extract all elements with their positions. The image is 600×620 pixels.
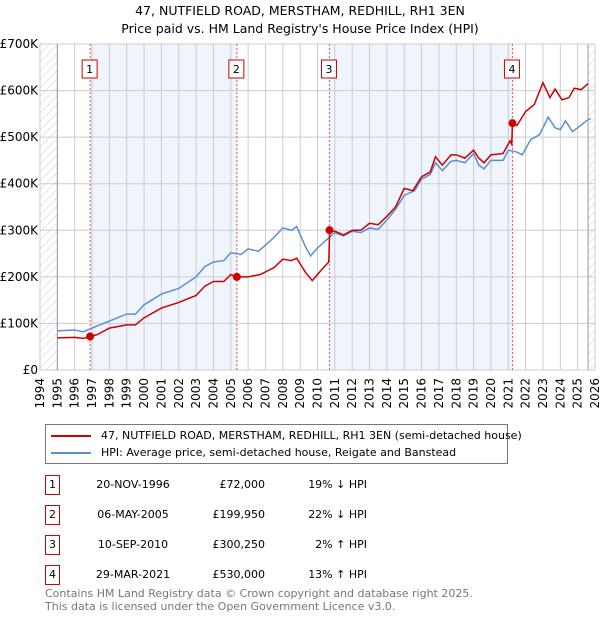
sale-number-badge: 4 bbox=[45, 565, 60, 585]
y-tick-label: £400K bbox=[0, 177, 39, 191]
sale-label: 4 bbox=[508, 63, 515, 76]
x-tick-label: 2005 bbox=[224, 378, 238, 409]
sale-number-badge: 2 bbox=[45, 505, 60, 525]
sale-date: 20-NOV-1996 bbox=[96, 478, 170, 491]
x-tick-label: 2026 bbox=[588, 378, 600, 409]
sale-price: £199,950 bbox=[212, 508, 266, 521]
sale-label-box bbox=[320, 59, 337, 79]
sale-hpi-diff: 22% ↓ HPI bbox=[308, 508, 367, 521]
x-tick-label: 2011 bbox=[328, 378, 342, 409]
sale-point bbox=[232, 272, 241, 281]
footer-line: This data is licensed under the Open Gov… bbox=[45, 600, 396, 613]
sale-hpi-diff: 2% ↑ HPI bbox=[315, 538, 367, 551]
x-tick-label: 1994 bbox=[33, 378, 47, 409]
sale-label: 3 bbox=[325, 63, 332, 76]
legend-label: 47, NUTFIELD ROAD, MERSTHAM, REDHILL, RH… bbox=[101, 429, 522, 442]
sale-hpi-diff: 13% ↑ HPI bbox=[308, 568, 367, 581]
footer-line: Contains HM Land Registry data © Crown c… bbox=[45, 587, 473, 600]
x-tick-label: 2007 bbox=[258, 378, 272, 409]
hatched-region bbox=[588, 44, 595, 370]
chart-title: 47, NUTFIELD ROAD, MERSTHAM, REDHILL, RH… bbox=[135, 3, 465, 18]
x-tick-label: 2004 bbox=[206, 378, 220, 409]
x-tick-label: 1998 bbox=[102, 378, 116, 409]
x-tick-label: 2014 bbox=[380, 378, 394, 409]
x-tick-label: 2009 bbox=[293, 378, 307, 409]
y-tick-label: £500K bbox=[0, 130, 39, 144]
x-tick-label: 2002 bbox=[172, 378, 186, 409]
y-tick-label: £600K bbox=[0, 84, 39, 98]
x-tick-label: 1999 bbox=[120, 378, 134, 409]
sale-label: 1 bbox=[86, 63, 93, 76]
x-tick-label: 2021 bbox=[501, 378, 515, 409]
x-tick-label: 1996 bbox=[68, 378, 82, 409]
sale-number-badge: 3 bbox=[45, 535, 60, 555]
x-tick-label: 2024 bbox=[553, 378, 567, 409]
sale-date: 10-SEP-2010 bbox=[97, 538, 169, 551]
legend-item-property: 47, NUTFIELD ROAD, MERSTHAM, REDHILL, RH… bbox=[51, 427, 522, 444]
x-tick-label: 2003 bbox=[189, 378, 203, 409]
sale-point bbox=[508, 119, 517, 128]
sale-label-box bbox=[81, 59, 98, 79]
ownership-band bbox=[90, 44, 237, 370]
x-tick-label: 2015 bbox=[397, 378, 411, 409]
x-tick-label: 2017 bbox=[432, 378, 446, 409]
ownership-band bbox=[329, 44, 513, 370]
hpi-line bbox=[57, 115, 592, 333]
legend-label: HPI: Average price, semi-detached house,… bbox=[101, 446, 457, 459]
chart-subtitle: Price paid vs. HM Land Registry's House … bbox=[121, 21, 479, 36]
sale-point bbox=[325, 226, 334, 235]
sale-number-badge: 1 bbox=[45, 475, 60, 495]
x-tick-label: 2006 bbox=[241, 378, 255, 409]
x-tick-label: 2016 bbox=[415, 378, 429, 409]
y-tick-label: £0 bbox=[23, 363, 38, 377]
y-tick-label: £700K bbox=[0, 37, 39, 51]
legend: 47, NUTFIELD ROAD, MERSTHAM, REDHILL, RH… bbox=[45, 424, 522, 464]
plot-area: 1994 1995 1996 1997 1998 1999 2000 2001 2002 2003… bbox=[0, 37, 600, 409]
x-tick-label: 2022 bbox=[519, 378, 533, 409]
x-tick-label: 2019 bbox=[467, 378, 481, 409]
x-tick-label: 2008 bbox=[276, 378, 290, 409]
x-tick-label: 2020 bbox=[484, 378, 498, 409]
x-tick-label: 2025 bbox=[571, 378, 585, 409]
x-tick-label: 2000 bbox=[137, 378, 151, 409]
x-tick-label: 2012 bbox=[345, 378, 359, 409]
sale-point bbox=[86, 332, 95, 341]
legend-swatch-red bbox=[51, 434, 91, 437]
sale-price: £300,250 bbox=[212, 538, 266, 551]
hatched-region bbox=[40, 44, 58, 370]
sale-price: £72,000 bbox=[219, 478, 266, 491]
x-tick-label: 2018 bbox=[449, 378, 463, 409]
legend-item-hpi: HPI: Average price, semi-detached house,… bbox=[51, 444, 456, 461]
sale-hpi-diff: 19% ↓ HPI bbox=[308, 478, 367, 491]
y-tick-label: £200K bbox=[0, 270, 39, 284]
sale-date: 06-MAY-2005 bbox=[97, 508, 169, 521]
legend-swatch-blue bbox=[51, 451, 91, 454]
x-tick-label: 2001 bbox=[154, 378, 168, 409]
sale-label-box bbox=[228, 59, 245, 79]
sale-label: 2 bbox=[233, 63, 240, 76]
sale-price: £530,000 bbox=[212, 568, 266, 581]
sale-label-box bbox=[503, 59, 520, 79]
x-tick-label: 2023 bbox=[536, 378, 550, 409]
y-tick-label: £300K bbox=[0, 223, 39, 237]
x-tick-label: 2013 bbox=[363, 378, 377, 409]
x-tick-label: 1997 bbox=[85, 378, 99, 409]
sale-date: 29-MAR-2021 bbox=[95, 568, 171, 581]
x-tick-label: 2010 bbox=[311, 378, 325, 409]
x-tick-label: 1995 bbox=[50, 378, 64, 409]
footer: Contains HM Land Registry data © Crown c… bbox=[45, 587, 473, 613]
y-tick-label: £100K bbox=[0, 316, 39, 330]
